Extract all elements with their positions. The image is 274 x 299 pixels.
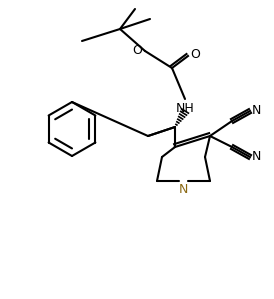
Text: N: N xyxy=(252,104,261,118)
Text: N: N xyxy=(178,183,188,196)
Text: NH: NH xyxy=(176,102,194,115)
Text: O: O xyxy=(190,48,200,62)
Text: O: O xyxy=(132,45,142,57)
Text: N: N xyxy=(252,150,261,164)
